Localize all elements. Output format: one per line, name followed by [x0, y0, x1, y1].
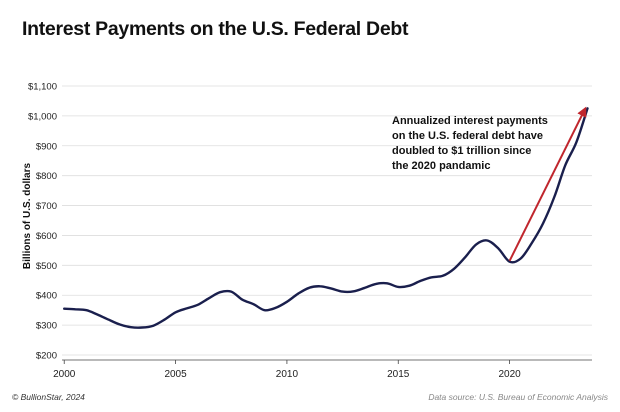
y-tick-label: $200 — [36, 351, 57, 362]
x-tick-label: 2015 — [387, 369, 410, 380]
x-tick-label: 2005 — [164, 369, 187, 380]
grid-lines — [62, 85, 592, 356]
y-tick-label: $300 — [36, 321, 57, 332]
x-tick-label: 2010 — [276, 369, 299, 380]
y-tick-label: $700 — [36, 201, 57, 212]
y-tick-label: $500 — [36, 261, 57, 272]
y-axis: $200 $300 $400 $500 $600 $700 $800 $900 $1,000 $1… — [28, 82, 57, 362]
annotation-line: the 2020 pandamic — [392, 160, 491, 172]
y-tick-label: $600 — [36, 231, 57, 242]
annotation-line: doubled to $1 trillion since — [392, 145, 532, 157]
credit-text: © BullionStar, 2024 — [12, 392, 85, 402]
annotation-text: Annualized interest payments on the U.S.… — [392, 114, 548, 174]
y-tick-label: $1,000 — [28, 111, 57, 122]
x-tick-label: 2020 — [498, 369, 521, 380]
series-line — [63, 107, 589, 329]
x-axis: 2000 2005 2010 2015 2020 — [53, 359, 592, 380]
y-axis-label: Billions of U.S. dollars — [22, 163, 33, 270]
annotation-line: on the U.S. federal debt have — [392, 130, 543, 142]
annotation-arrow — [508, 106, 587, 262]
annotation-line: Annualized interest payments — [392, 115, 548, 127]
y-tick-label: $1,100 — [28, 82, 57, 93]
x-tick-label: 2000 — [53, 369, 76, 380]
y-tick-label: $900 — [36, 141, 57, 152]
chart-title: Interest Payments on the U.S. Federal De… — [22, 18, 409, 40]
y-tick-label: $400 — [36, 291, 57, 302]
y-tick-label: $800 — [36, 171, 57, 182]
source-text: Data source: U.S. Bureau of Economic Ana… — [428, 392, 608, 402]
